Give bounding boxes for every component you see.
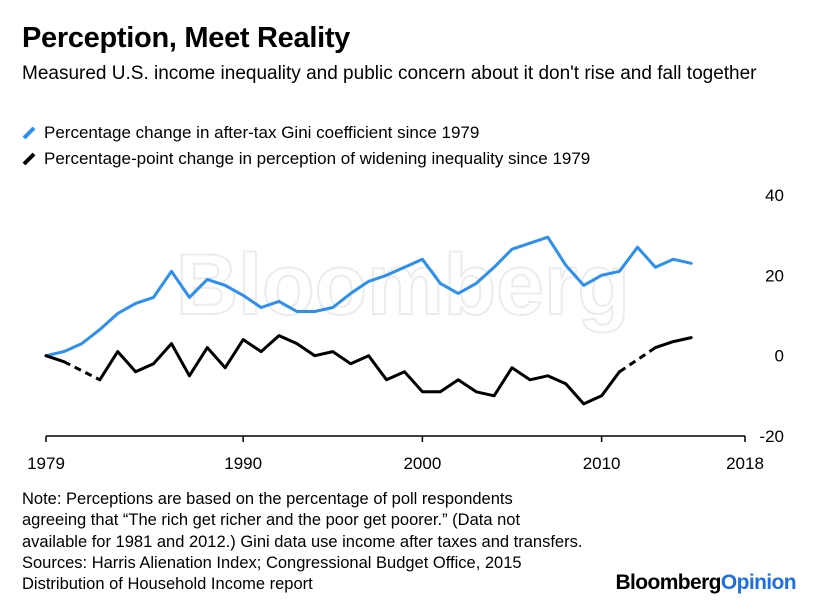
note-line: available for 1981 and 2012.) Gini data … <box>22 532 583 551</box>
legend-swatch-black-icon <box>22 152 36 166</box>
note-line: agreeing that “The rich get richer and t… <box>22 511 521 530</box>
legend-item-gini: Percentage change in after-tax Gini coef… <box>22 120 590 146</box>
watermark-text: Bloomberg <box>176 237 630 333</box>
y-tick-label: 0 <box>775 347 784 366</box>
legend-label-perception: Percentage-point change in perception of… <box>44 149 591 168</box>
chart-title: Perception, Meet Reality <box>22 22 351 54</box>
brand-part1: Bloomberg <box>615 571 721 594</box>
legend-swatch-blue-icon <box>22 126 36 140</box>
note-line: Note: Perceptions are based on the perce… <box>22 490 513 508</box>
note-line: Distribution of Household Income report <box>22 575 313 594</box>
series-line-1 <box>98 334 621 406</box>
series-line-1 <box>44 354 66 364</box>
series-line-0 <box>44 235 693 358</box>
legend-item-perception: Percentage-point change in perception of… <box>22 146 590 172</box>
x-tick-label: 2010 <box>583 454 621 473</box>
series-gap-dash-1 <box>618 346 657 373</box>
chart-note: Note: Perceptions are based on the perce… <box>22 489 662 595</box>
x-tick-label: 2018 <box>726 454 764 473</box>
y-tick-label: -20 <box>759 427 784 446</box>
brand-part2: Opinion <box>720 571 797 594</box>
legend-label-gini: Percentage change in after-tax Gini coef… <box>44 123 480 142</box>
bloomberg-opinion-logo: BloombergOpinion <box>615 571 796 595</box>
legend: Percentage change in after-tax Gini coef… <box>22 120 590 172</box>
y-tick-label: 40 <box>765 186 784 205</box>
series-line-1 <box>653 336 693 350</box>
chart-subtitle: Measured U.S. income inequality and publ… <box>22 63 757 84</box>
note-line: Sources: Harris Alienation Index; Congre… <box>22 553 522 572</box>
series-gap-dash-1 <box>63 360 101 382</box>
x-tick-label: 2000 <box>403 454 441 473</box>
x-tick-label: 1990 <box>224 454 262 473</box>
x-tick-label: 1979 <box>27 454 65 473</box>
y-tick-label: 20 <box>765 266 784 285</box>
line-chart: Bloomberg 1979 1990 2000 2010 2018 40 20 0 -20 <box>27 186 784 473</box>
